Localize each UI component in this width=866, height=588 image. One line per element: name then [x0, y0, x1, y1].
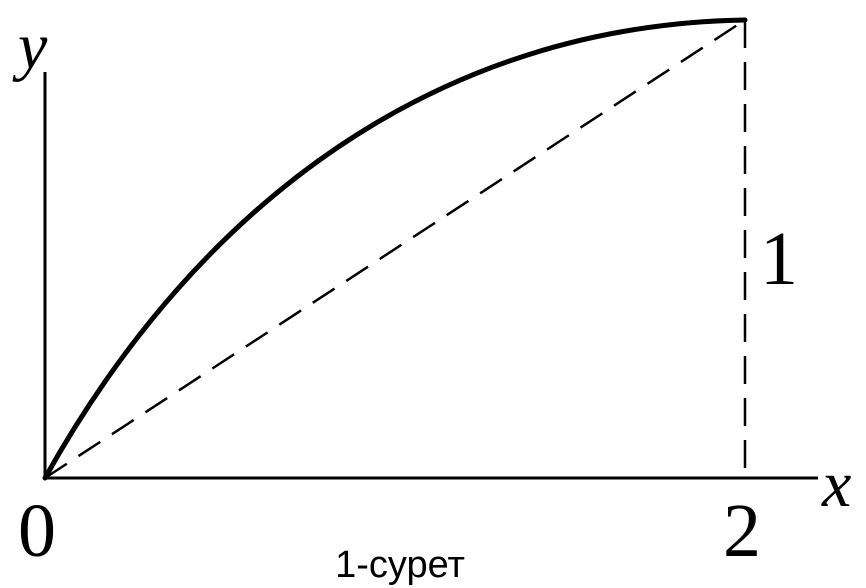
caption: 1-сурет — [335, 544, 465, 586]
curve — [42, 17, 748, 481]
dashed-chord — [44, 18, 746, 480]
x-tick-label: 2 — [723, 489, 761, 573]
y-axis-label: y — [12, 10, 48, 83]
height-label: 1 — [760, 217, 798, 301]
x-axis-label: x — [821, 448, 851, 521]
origin-label: 0 — [18, 489, 56, 573]
